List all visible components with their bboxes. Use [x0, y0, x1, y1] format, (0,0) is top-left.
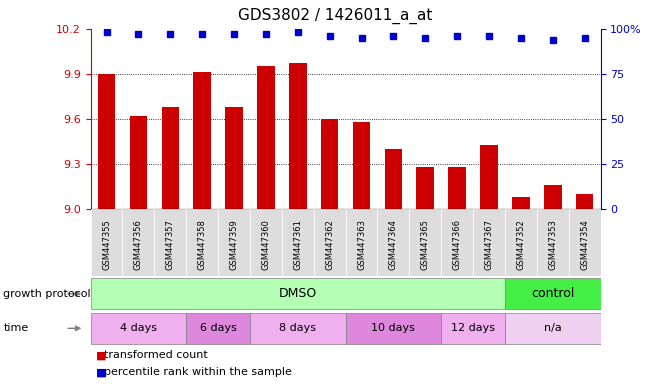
Bar — [480, 145, 498, 209]
Bar — [442, 313, 505, 344]
Text: ■: ■ — [96, 350, 107, 360]
Bar — [289, 63, 307, 209]
Text: 4 days: 4 days — [120, 323, 157, 333]
Bar — [186, 209, 218, 276]
Text: GSM447367: GSM447367 — [484, 219, 493, 270]
Bar — [321, 119, 338, 209]
Bar — [409, 209, 442, 276]
Text: time: time — [3, 323, 29, 333]
Text: GSM447359: GSM447359 — [229, 219, 238, 270]
Bar — [91, 209, 123, 276]
Bar — [346, 313, 441, 344]
Bar — [576, 194, 593, 209]
Text: GSM447355: GSM447355 — [102, 219, 111, 270]
Text: percentile rank within the sample: percentile rank within the sample — [97, 367, 292, 377]
Text: growth protocol: growth protocol — [3, 289, 91, 299]
Bar — [512, 197, 529, 209]
Text: 8 days: 8 days — [279, 323, 316, 333]
Bar — [377, 209, 409, 276]
Text: GSM447362: GSM447362 — [325, 219, 334, 270]
Text: GSM447364: GSM447364 — [389, 219, 398, 270]
Bar — [544, 185, 562, 209]
Text: DMSO: DMSO — [278, 287, 317, 300]
Bar — [448, 167, 466, 209]
Text: n/a: n/a — [544, 323, 562, 333]
Text: GSM447366: GSM447366 — [453, 219, 462, 270]
Text: GSM447365: GSM447365 — [421, 219, 429, 270]
Text: GSM447352: GSM447352 — [517, 219, 525, 270]
Text: GSM447354: GSM447354 — [580, 219, 589, 270]
Text: GDS3802 / 1426011_a_at: GDS3802 / 1426011_a_at — [238, 8, 433, 24]
Bar — [186, 313, 250, 344]
Bar — [505, 209, 537, 276]
Bar — [130, 116, 147, 209]
Bar — [257, 66, 274, 209]
Bar — [384, 149, 402, 209]
Bar — [346, 209, 377, 276]
Bar — [505, 313, 601, 344]
Bar — [123, 209, 154, 276]
Bar — [442, 209, 473, 276]
Bar — [162, 107, 179, 209]
Text: GSM447361: GSM447361 — [293, 219, 302, 270]
Bar — [250, 313, 346, 344]
Text: 10 days: 10 days — [372, 323, 415, 333]
Bar — [282, 209, 313, 276]
Text: 12 days: 12 days — [451, 323, 495, 333]
Bar — [417, 167, 434, 209]
Text: ■: ■ — [96, 367, 107, 377]
Text: GSM447357: GSM447357 — [166, 219, 174, 270]
Bar — [473, 209, 505, 276]
Bar — [91, 278, 505, 310]
Bar — [537, 209, 568, 276]
Text: GSM447363: GSM447363 — [357, 219, 366, 270]
Bar — [218, 209, 250, 276]
Bar — [250, 209, 282, 276]
Text: control: control — [531, 287, 574, 300]
Bar — [568, 209, 601, 276]
Bar — [505, 278, 601, 310]
Text: GSM447360: GSM447360 — [262, 219, 270, 270]
Text: GSM447356: GSM447356 — [134, 219, 143, 270]
Bar — [193, 73, 211, 209]
Bar — [154, 209, 186, 276]
Text: transformed count: transformed count — [97, 350, 208, 360]
Text: 6 days: 6 days — [200, 323, 236, 333]
Text: GSM447358: GSM447358 — [198, 219, 207, 270]
Bar — [225, 107, 243, 209]
Bar — [91, 313, 186, 344]
Text: GSM447353: GSM447353 — [548, 219, 557, 270]
Bar — [313, 209, 346, 276]
Bar — [98, 74, 115, 209]
Bar — [353, 122, 370, 209]
